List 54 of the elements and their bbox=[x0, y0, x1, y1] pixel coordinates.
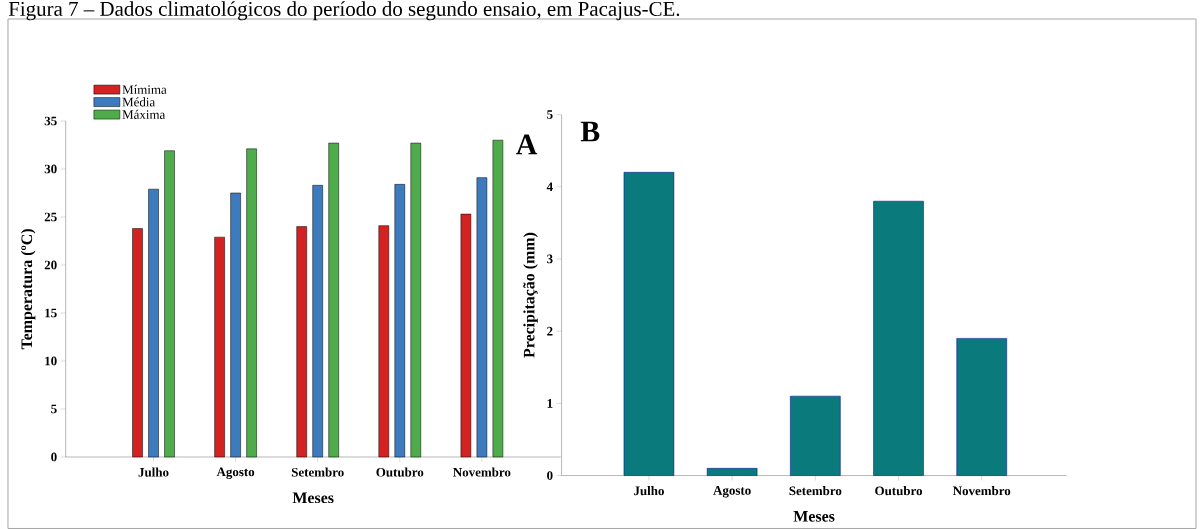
x-tick-label: Setembro bbox=[789, 486, 842, 496]
bar bbox=[246, 148, 257, 458]
y-tick-label: 0 bbox=[51, 452, 57, 462]
y-axis-title: Precipitação (mm) bbox=[523, 232, 538, 358]
bar bbox=[873, 200, 924, 476]
y-tick-label: 5 bbox=[547, 110, 553, 119]
annotation: A bbox=[516, 134, 538, 155]
bar bbox=[230, 192, 241, 458]
y-tick-label: 10 bbox=[45, 356, 57, 366]
annotation: B bbox=[580, 121, 600, 142]
bar bbox=[460, 213, 472, 458]
bar bbox=[410, 142, 422, 458]
x-tick-label: Outubro bbox=[875, 486, 923, 496]
bar bbox=[623, 172, 675, 476]
y-tick-label: 4 bbox=[546, 182, 553, 192]
y-tick-label: 25 bbox=[44, 212, 57, 222]
bar bbox=[312, 185, 323, 458]
bar bbox=[706, 468, 758, 476]
x-tick-label: Agosto bbox=[713, 486, 751, 498]
x-tick-label: Novembro bbox=[453, 467, 511, 477]
bar bbox=[790, 395, 841, 476]
bar bbox=[378, 225, 390, 458]
legend-label: Mímima bbox=[122, 84, 167, 94]
bar bbox=[296, 226, 307, 458]
bar bbox=[164, 150, 175, 458]
y-axis-title: Temperatura (ºC) bbox=[20, 229, 36, 350]
legend-label: Média bbox=[122, 97, 156, 107]
x-axis-title: Meses bbox=[793, 511, 835, 522]
bar bbox=[956, 338, 1007, 476]
x-tick-label: Agosto bbox=[216, 467, 255, 479]
y-tick-label: 35 bbox=[44, 116, 57, 126]
y-tick-label: 1 bbox=[547, 399, 553, 408]
y-tick-label: 3 bbox=[547, 254, 553, 264]
bar bbox=[214, 236, 225, 458]
y-tick-label: 20 bbox=[44, 260, 57, 270]
bar bbox=[394, 184, 406, 458]
bar bbox=[476, 177, 488, 458]
y-tick-label: 0 bbox=[547, 471, 553, 480]
x-tick-label: Julho bbox=[634, 486, 664, 496]
y-tick-label: 2 bbox=[547, 326, 553, 336]
y-tick-label: 30 bbox=[44, 164, 57, 174]
legend-label: Máxima bbox=[122, 109, 166, 119]
chart-title: Figura 7 – Dados climatológicos do período do segundo ensaio, em Pacajus-CE. bbox=[8, 1, 680, 21]
bar bbox=[132, 228, 143, 458]
y-tick-label: 5 bbox=[51, 404, 57, 414]
x-tick-label: Setembro bbox=[291, 467, 344, 477]
bar bbox=[492, 139, 504, 458]
y-tick-label: 15 bbox=[45, 308, 57, 318]
bar bbox=[148, 188, 159, 458]
x-axis-title: Meses bbox=[292, 492, 334, 504]
x-tick-label: Novembro bbox=[952, 486, 1011, 496]
x-tick-label: Julho bbox=[138, 467, 169, 477]
x-tick-label: Outubro bbox=[376, 467, 424, 477]
bar bbox=[328, 142, 339, 458]
